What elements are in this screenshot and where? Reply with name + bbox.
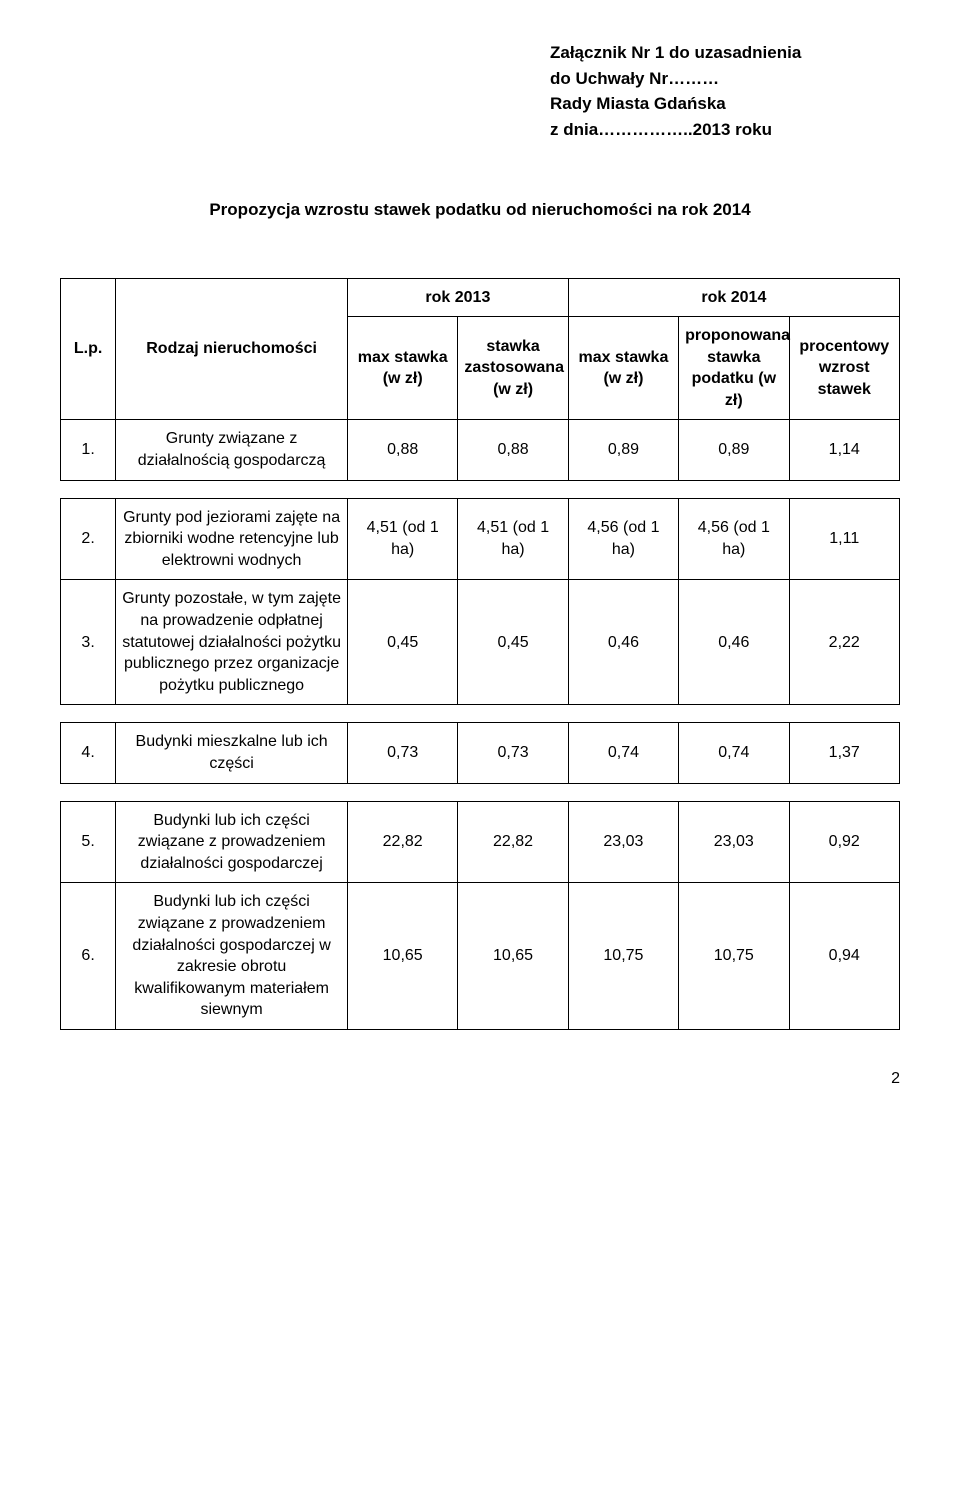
cell-c5: 0,94 (789, 883, 900, 1030)
cell-c4: 10,75 (679, 883, 789, 1030)
cell-c1: 10,65 (348, 883, 458, 1030)
header-line-4: z dnia……………..2013 roku (550, 117, 900, 143)
table-row: 4. Budynki mieszkalne lub ich części 0,7… (61, 723, 900, 783)
cell-c3: 4,56 (od 1 ha) (568, 498, 678, 580)
col-rodzaj: Rodzaj nieruchomości (116, 278, 348, 420)
col-max-stawka-2014: max stawka (w zł) (568, 317, 678, 420)
col-rok2013: rok 2013 (348, 278, 569, 317)
cell-c2: 10,65 (458, 883, 568, 1030)
header-line-2: do Uchwały Nr……… (550, 66, 900, 92)
cell-c3: 0,74 (568, 723, 678, 783)
cell-c5: 1,37 (789, 723, 900, 783)
cell-c3: 23,03 (568, 801, 678, 883)
cell-c2: 0,88 (458, 420, 568, 480)
cell-c1: 0,88 (348, 420, 458, 480)
cell-c1: 0,45 (348, 580, 458, 705)
cell-lp: 1. (61, 420, 116, 480)
cell-c2: 22,82 (458, 801, 568, 883)
cell-c1: 22,82 (348, 801, 458, 883)
cell-c5: 1,14 (789, 420, 900, 480)
cell-c4: 23,03 (679, 801, 789, 883)
cell-lp: 6. (61, 883, 116, 1030)
cell-c4: 4,56 (od 1 ha) (679, 498, 789, 580)
spacer-row (61, 705, 900, 723)
cell-lp: 3. (61, 580, 116, 705)
cell-desc: Grunty związane z działalnością gospodar… (116, 420, 348, 480)
cell-c3: 10,75 (568, 883, 678, 1030)
col-procentowy: procentowy wzrost stawek (789, 317, 900, 420)
table-row: 2. Grunty pod jeziorami zajęte na zbiorn… (61, 498, 900, 580)
cell-c5: 2,22 (789, 580, 900, 705)
cell-lp: 4. (61, 723, 116, 783)
cell-lp: 5. (61, 801, 116, 883)
cell-c4: 0,89 (679, 420, 789, 480)
cell-c1: 4,51 (od 1 ha) (348, 498, 458, 580)
cell-desc: Budynki lub ich części związane z prowad… (116, 883, 348, 1030)
col-proponowana: proponowana stawka podatku (w zł) (679, 317, 789, 420)
cell-c2: 0,73 (458, 723, 568, 783)
cell-c2: 4,51 (od 1 ha) (458, 498, 568, 580)
cell-c1: 0,73 (348, 723, 458, 783)
table-row: 1. Grunty związane z działalnością gospo… (61, 420, 900, 480)
col-max-stawka-2013: max stawka (w zł) (348, 317, 458, 420)
header-line-1: Załącznik Nr 1 do uzasadnienia (550, 40, 900, 66)
cell-c2: 0,45 (458, 580, 568, 705)
cell-c3: 0,46 (568, 580, 678, 705)
cell-lp: 2. (61, 498, 116, 580)
cell-desc: Budynki mieszkalne lub ich części (116, 723, 348, 783)
cell-c3: 0,89 (568, 420, 678, 480)
spacer-row (61, 480, 900, 498)
table-header-row-1: L.p. Rodzaj nieruchomości rok 2013 rok 2… (61, 278, 900, 317)
col-lp: L.p. (61, 278, 116, 420)
spacer-row (61, 783, 900, 801)
col-stawka-zastosowana: stawka zastosowana (w zł) (458, 317, 568, 420)
cell-desc: Grunty pod jeziorami zajęte na zbiorniki… (116, 498, 348, 580)
page-number: 2 (60, 1070, 900, 1088)
table-row: 5. Budynki lub ich części związane z pro… (61, 801, 900, 883)
cell-c4: 0,46 (679, 580, 789, 705)
rates-table: L.p. Rodzaj nieruchomości rok 2013 rok 2… (60, 278, 900, 1030)
cell-c5: 0,92 (789, 801, 900, 883)
col-rok2014: rok 2014 (568, 278, 899, 317)
header-line-3: Rady Miasta Gdańska (550, 91, 900, 117)
cell-desc: Grunty pozostałe, w tym zajęte na prowad… (116, 580, 348, 705)
attachment-header: Załącznik Nr 1 do uzasadnienia do Uchwał… (550, 40, 900, 142)
cell-c5: 1,11 (789, 498, 900, 580)
cell-desc: Budynki lub ich części związane z prowad… (116, 801, 348, 883)
table-row: 6. Budynki lub ich części związane z pro… (61, 883, 900, 1030)
cell-c4: 0,74 (679, 723, 789, 783)
document-title: Propozycja wzrostu stawek podatku od nie… (60, 197, 900, 223)
table-row: 3. Grunty pozostałe, w tym zajęte na pro… (61, 580, 900, 705)
